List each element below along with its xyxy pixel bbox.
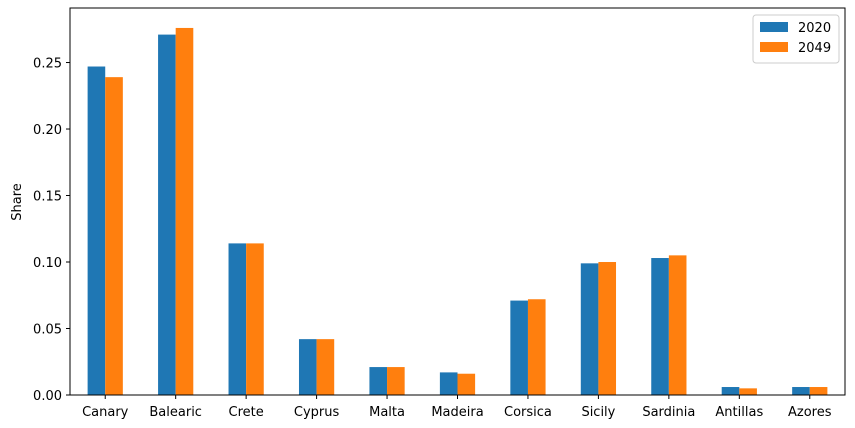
y-tick-label: 0.10 — [33, 256, 62, 271]
bar-2020-sardinia — [651, 258, 669, 395]
bar-2049-corsica — [527, 299, 546, 395]
bar-2020-sicily — [580, 263, 599, 395]
legend: 2020 2049 — [752, 14, 840, 64]
x-tick-label: Cyprus — [294, 405, 340, 420]
bar-2049-cyprus — [316, 339, 335, 395]
x-tick-label: Balearic — [149, 405, 202, 420]
legend-swatch-2020 — [760, 22, 788, 32]
x-axis: Canary Balearic Crete Cyprus Malta Madeira Cor… — [82, 395, 832, 420]
bar-2020-crete — [228, 243, 247, 395]
bar-2049-sicily — [598, 262, 617, 395]
bar-2049-madeira — [457, 373, 476, 395]
bar-2020-balearic — [158, 34, 176, 396]
y-tick-label: 0.20 — [33, 123, 62, 138]
bar-2049-sardinia — [668, 255, 687, 395]
legend-label-2049: 2049 — [798, 41, 831, 56]
x-tick-label: Crete — [229, 405, 264, 420]
x-tick-label: Antillas — [715, 405, 763, 420]
y-tick-label: 0.15 — [33, 190, 62, 205]
y-axis-label: Share — [10, 183, 25, 221]
x-tick-label: Madeira — [431, 405, 483, 420]
x-tick-label: Sicily — [581, 405, 615, 420]
bar-2020-corsica — [510, 300, 528, 395]
legend-swatch-2049 — [760, 42, 788, 52]
plot-frame — [69, 7, 846, 396]
y-tick-label: 0.05 — [33, 323, 62, 338]
x-tick-label: Azores — [788, 405, 832, 420]
y-axis: 0.00 0.05 0.10 0.15 0.20 0.25 — [33, 57, 70, 404]
bar-2020-cyprus — [298, 339, 317, 395]
y-tick-label: 0.00 — [33, 389, 62, 404]
bar-2049-azores — [809, 387, 828, 395]
bar-2049-balearic — [175, 27, 194, 395]
x-tick-label: Sardinia — [642, 405, 695, 420]
bars — [87, 27, 828, 396]
legend-label-2020: 2020 — [798, 21, 831, 36]
x-tick-label: Corsica — [504, 405, 552, 420]
bar-2020-canary — [87, 66, 106, 395]
bar-2049-canary — [105, 77, 123, 396]
bar-2020-malta — [369, 367, 388, 395]
bar-2049-crete — [246, 243, 264, 395]
bar-2049-antillas — [739, 388, 757, 395]
bar-2020-azores — [792, 387, 810, 395]
y-tick-label: 0.25 — [33, 57, 62, 72]
bar-2020-antillas — [721, 387, 740, 395]
x-tick-label: Malta — [369, 405, 405, 420]
x-tick-label: Canary — [82, 405, 129, 420]
bar-2049-malta — [387, 367, 405, 395]
bar-2020-madeira — [439, 372, 458, 395]
